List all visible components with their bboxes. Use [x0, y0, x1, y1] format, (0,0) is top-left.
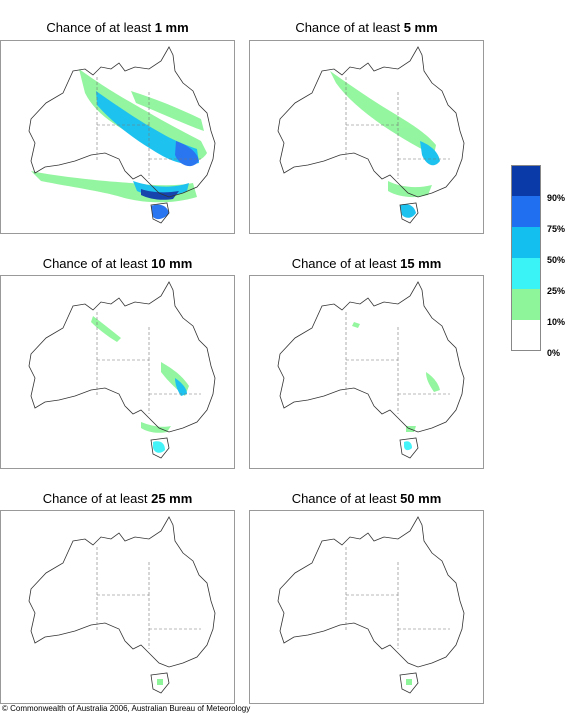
australia-map-5mm — [250, 41, 485, 235]
australia-map-1mm — [1, 41, 236, 235]
probability-legend — [511, 165, 541, 351]
map-50mm — [249, 510, 484, 704]
panel-title-1mm: Chance of at least 1 mm — [0, 20, 235, 35]
legend-swatch-0 — [511, 320, 541, 351]
legend-label-50: 50% — [547, 255, 565, 265]
panel-title-50mm: Chance of at least 50 mm — [249, 491, 484, 506]
panel-title-25mm: Chance of at least 25 mm — [0, 491, 235, 506]
legend-label-10: 10% — [547, 317, 565, 327]
australia-map-10mm — [1, 276, 236, 470]
panel-title-5mm: Chance of at least 5 mm — [249, 20, 484, 35]
panel-title-15mm: Chance of at least 15 mm — [249, 256, 484, 271]
copyright-footer: © Commonwealth of Australia 2006, Austra… — [2, 704, 250, 713]
map-15mm — [249, 275, 484, 469]
australia-map-25mm — [1, 511, 236, 705]
legend-label-75: 75% — [547, 224, 565, 234]
legend-swatch-10 — [511, 289, 541, 320]
map-10mm — [0, 275, 235, 469]
legend-label-0: 0% — [547, 348, 560, 358]
legend-swatch-75 — [511, 196, 541, 227]
legend-label-25: 25% — [547, 286, 565, 296]
map-1mm — [0, 40, 235, 234]
legend-swatch-50 — [511, 227, 541, 258]
australia-map-15mm — [250, 276, 485, 470]
panel-title-10mm: Chance of at least 10 mm — [0, 256, 235, 271]
legend-swatch-90 — [511, 165, 541, 196]
australia-map-50mm — [250, 511, 485, 705]
map-5mm — [249, 40, 484, 234]
legend-swatch-25 — [511, 258, 541, 289]
map-25mm — [0, 510, 235, 704]
legend-label-90: 90% — [547, 193, 565, 203]
